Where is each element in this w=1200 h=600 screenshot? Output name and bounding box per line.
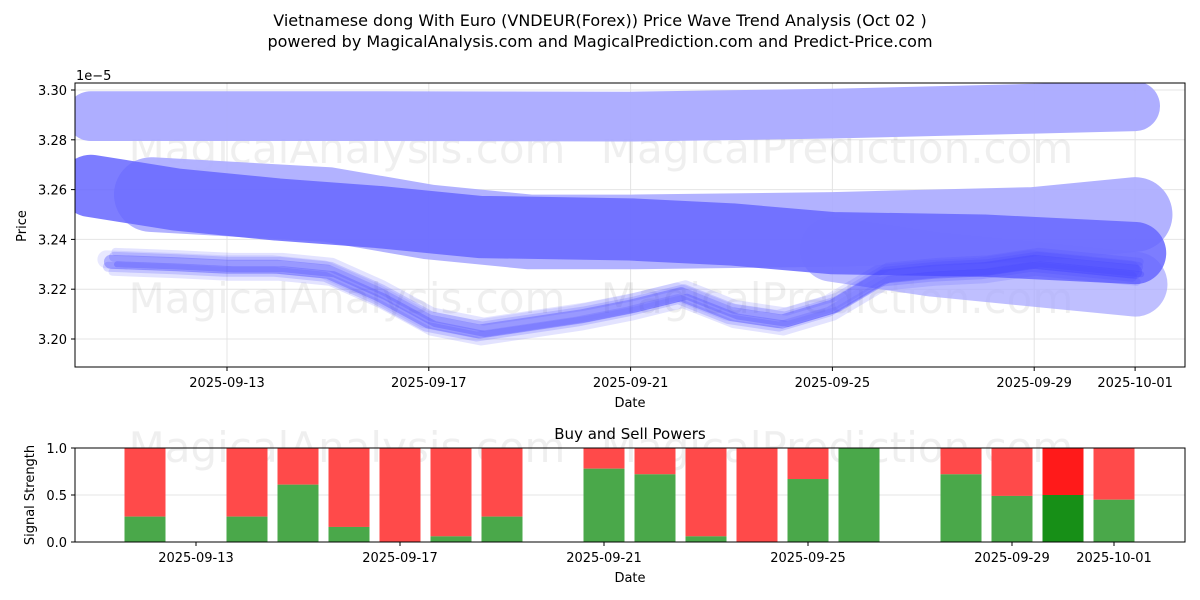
wave-line: [114, 261, 1145, 338]
buy-bar: [481, 516, 523, 542]
x-tick-label: 2025-09-29: [974, 551, 1050, 566]
sell-bar: [379, 448, 421, 542]
x-tick-label: 2025-09-17: [391, 376, 467, 391]
x-tick-label: 2025-09-25: [770, 551, 846, 566]
buy-bar: [1093, 499, 1135, 542]
sell-bar: [685, 448, 727, 537]
plot-area: [75, 83, 1173, 346]
buy-bar: [991, 495, 1033, 542]
wave-line: [111, 247, 1144, 326]
sell-bar: [583, 448, 625, 469]
upper-band: [75, 83, 1160, 142]
sell-bar: [481, 448, 523, 517]
x-axis-label-bottom: Date: [614, 571, 645, 586]
wave-line: [108, 267, 1141, 346]
x-tick-label: 2025-09-13: [158, 551, 234, 566]
plot-frame: [74, 82, 1186, 368]
x-tick-label: 2025-09-13: [189, 376, 265, 391]
sell-bar: [991, 448, 1033, 496]
trend-band: [75, 154, 1167, 285]
y-tick-label: 3.22: [38, 283, 67, 298]
wave-line: [97, 250, 1140, 339]
y-axis-label-bottom: Signal Strength: [23, 445, 38, 545]
y-tick-label: 3.26: [38, 184, 67, 199]
x-tick-label: 2025-09-25: [795, 376, 871, 391]
bar-chart-title: Buy and Sell Powers: [554, 425, 706, 443]
y-tick-label: 3.24: [38, 233, 67, 248]
buy-bar: [583, 468, 625, 542]
sell-bar: [328, 448, 370, 527]
buy-bar: [430, 536, 472, 542]
sell-bar: [736, 448, 778, 542]
sell-bar: [634, 448, 676, 475]
wave-line: [108, 251, 1144, 332]
y-tick-label: 3.20: [38, 333, 67, 348]
buy-bar: [634, 474, 676, 542]
chart-title-line1: Vietnamese dong With Euro (VNDEUR(Forex)…: [273, 11, 926, 30]
y-axis-label-top: Price: [15, 210, 30, 242]
buy-bar: [787, 479, 829, 542]
buy-bar: [328, 526, 370, 542]
x-axis-label-top: Date: [614, 396, 645, 411]
x-tick-label: 2025-09-17: [362, 551, 438, 566]
x-tick-label: 2025-10-01: [1097, 376, 1173, 391]
sell-bar: [124, 448, 166, 517]
buy-bar: [226, 516, 268, 542]
sell-bar: [226, 448, 268, 517]
buy-bar: [685, 536, 727, 542]
y-tick-label: 0.0: [46, 536, 67, 551]
x-tick-label: 2025-09-21: [593, 376, 669, 391]
y-multiplier: 1e−5: [76, 69, 111, 84]
sell-bar: [430, 448, 472, 537]
sell-bar: [1093, 448, 1135, 500]
buy-bar: [940, 474, 982, 542]
sell-bar: [277, 448, 319, 485]
y-tick-label: 3.28: [38, 134, 67, 149]
buy-bar: [277, 484, 319, 542]
sell-bar: [1042, 448, 1084, 495]
buy-bar: [1042, 495, 1084, 542]
wave-line: [103, 254, 1143, 339]
y-tick-label: 0.5: [46, 489, 67, 504]
x-tick-label: 2025-09-29: [996, 376, 1072, 391]
buy-bar: [838, 448, 880, 542]
wave-line: [102, 261, 1138, 342]
x-tick-label: 2025-10-01: [1076, 551, 1152, 566]
y-tick-label: 1.0: [46, 442, 67, 457]
x-tick-label: 2025-09-21: [566, 551, 642, 566]
plot-frame: [74, 447, 1186, 543]
watermark: MagicalAnalysis.com: [129, 274, 566, 323]
sell-bar: [787, 448, 829, 480]
sell-bar: [940, 448, 982, 475]
y-tick-label: 3.30: [38, 84, 67, 99]
chart-title-line2: powered by MagicalAnalysis.com and Magic…: [267, 32, 932, 51]
buy-bar: [124, 516, 166, 542]
